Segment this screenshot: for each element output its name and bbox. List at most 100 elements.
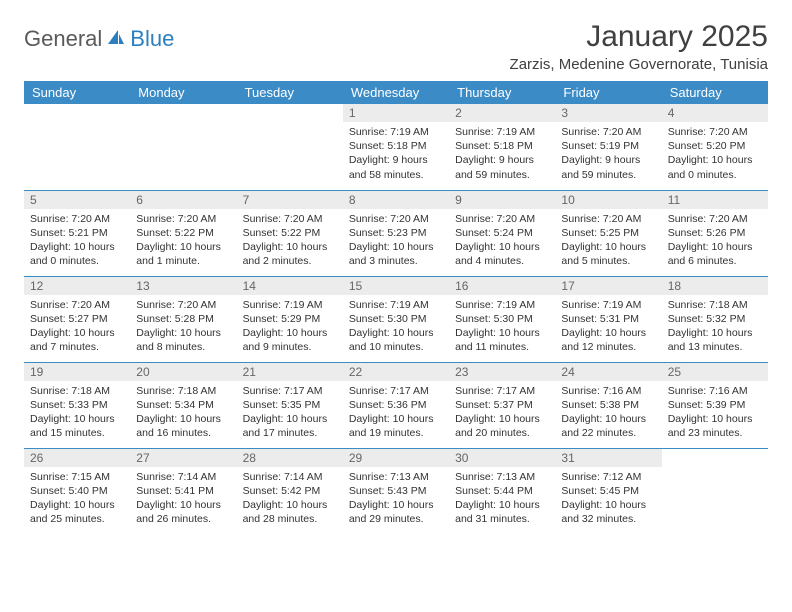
- day-header: Thursday: [449, 81, 555, 104]
- calendar-day-cell: [237, 104, 343, 190]
- day-number: 10: [555, 191, 661, 209]
- calendar-table: Sunday Monday Tuesday Wednesday Thursday…: [24, 81, 768, 534]
- calendar-day-cell: 17 Sunrise: 7:19 AMSunset: 5:31 PMDayligh…: [555, 276, 661, 362]
- day-number: 15: [343, 277, 449, 295]
- calendar-day-cell: 12Sunrise: 7:20 AMSunset: 5:27 PMDayligh…: [24, 276, 130, 362]
- logo-text-blue: Blue: [130, 26, 174, 52]
- calendar-day-cell: 11Sunrise: 7:20 AMSunset: 5:26 PMDayligh…: [662, 190, 768, 276]
- day-info: Sunrise: 7:18 AMSunset: 5:32 PMDaylight:…: [668, 298, 762, 355]
- day-info: Sunrise: 7:17 AMSunset: 5:35 PMDaylight:…: [243, 384, 337, 441]
- day-info: Sunrise: 7:14 AMSunset: 5:42 PMDaylight:…: [243, 470, 337, 527]
- logo-text-general: General: [24, 26, 102, 52]
- calendar-day-cell: 29Sunrise: 7:13 AMSunset: 5:43 PMDayligh…: [343, 448, 449, 534]
- calendar-day-cell: 27 Sunrise: 7:14 AMSunset: 5:41 PMDayligh…: [130, 448, 236, 534]
- day-info: Sunrise: 7:20 AMSunset: 5:19 PMDaylight:…: [561, 125, 655, 182]
- day-number: 26: [24, 449, 130, 467]
- day-info: Sunrise: 7:17 AMSunset: 5:37 PMDaylight:…: [455, 384, 549, 441]
- day-info: Sunrise: 7:18 AMSunset: 5:34 PMDaylight:…: [136, 384, 230, 441]
- calendar-day-cell: 15Sunrise: 7:19 AMSunset: 5:30 PMDayligh…: [343, 276, 449, 362]
- calendar-day-cell: 19 Sunrise: 7:18 AMSunset: 5:33 PMDayligh…: [24, 362, 130, 448]
- calendar-day-cell: 16Sunrise: 7:19 AMSunset: 5:30 PMDayligh…: [449, 276, 555, 362]
- day-number: 7: [237, 191, 343, 209]
- day-number: 17: [555, 277, 661, 295]
- calendar-day-cell: 30 Sunrise: 7:13 AMSunset: 5:44 PMDayligh…: [449, 448, 555, 534]
- day-info: Sunrise: 7:14 AMSunset: 5:41 PMDaylight:…: [136, 470, 230, 527]
- day-number: 3: [555, 104, 661, 122]
- day-number: 13: [130, 277, 236, 295]
- day-number: 1: [343, 104, 449, 122]
- day-info: Sunrise: 7:20 AMSunset: 5:22 PMDaylight:…: [136, 212, 230, 269]
- day-number: 25: [662, 363, 768, 381]
- day-number: 31: [555, 449, 661, 467]
- calendar-week-row: 12Sunrise: 7:20 AMSunset: 5:27 PMDayligh…: [24, 276, 768, 362]
- day-header: Monday: [130, 81, 236, 104]
- day-header: Tuesday: [237, 81, 343, 104]
- day-number: 2: [449, 104, 555, 122]
- calendar-day-cell: 1 Sunrise: 7:19 AMSunset: 5:18 PMDaylight…: [343, 104, 449, 190]
- day-number: 18: [662, 277, 768, 295]
- day-header: Wednesday: [343, 81, 449, 104]
- calendar-day-cell: 18 Sunrise: 7:18 AMSunset: 5:32 PMDayligh…: [662, 276, 768, 362]
- day-info: Sunrise: 7:13 AMSunset: 5:43 PMDaylight:…: [349, 470, 443, 527]
- day-info: Sunrise: 7:15 AMSunset: 5:40 PMDaylight:…: [30, 470, 124, 527]
- day-number: 30: [449, 449, 555, 467]
- calendar-day-cell: 7 Sunrise: 7:20 AMSunset: 5:22 PMDaylight…: [237, 190, 343, 276]
- location-text: Zarzis, Medenine Governorate, Tunisia: [510, 56, 768, 73]
- day-number: 19: [24, 363, 130, 381]
- day-info: Sunrise: 7:16 AMSunset: 5:38 PMDaylight:…: [561, 384, 655, 441]
- day-number: 28: [237, 449, 343, 467]
- calendar-day-cell: 21 Sunrise: 7:17 AMSunset: 5:35 PMDayligh…: [237, 362, 343, 448]
- day-info: Sunrise: 7:20 AMSunset: 5:26 PMDaylight:…: [668, 212, 762, 269]
- calendar-day-cell: 24 Sunrise: 7:16 AMSunset: 5:38 PMDayligh…: [555, 362, 661, 448]
- day-info: Sunrise: 7:16 AMSunset: 5:39 PMDaylight:…: [668, 384, 762, 441]
- calendar-day-cell: 3 Sunrise: 7:20 AMSunset: 5:19 PMDaylight…: [555, 104, 661, 190]
- calendar-day-cell: [662, 448, 768, 534]
- logo: General Blue: [24, 26, 174, 52]
- calendar-day-cell: [130, 104, 236, 190]
- day-number: 27: [130, 449, 236, 467]
- day-number: 6: [130, 191, 236, 209]
- day-info: Sunrise: 7:17 AMSunset: 5:36 PMDaylight:…: [349, 384, 443, 441]
- calendar-header-row: Sunday Monday Tuesday Wednesday Thursday…: [24, 81, 768, 104]
- calendar-day-cell: 6 Sunrise: 7:20 AMSunset: 5:22 PMDaylight…: [130, 190, 236, 276]
- day-number: 9: [449, 191, 555, 209]
- day-header: Friday: [555, 81, 661, 104]
- day-number: 5: [24, 191, 130, 209]
- day-info: Sunrise: 7:13 AMSunset: 5:44 PMDaylight:…: [455, 470, 549, 527]
- calendar-day-cell: 5Sunrise: 7:20 AMSunset: 5:21 PMDaylight…: [24, 190, 130, 276]
- day-info: Sunrise: 7:20 AMSunset: 5:22 PMDaylight:…: [243, 212, 337, 269]
- day-info: Sunrise: 7:19 AMSunset: 5:31 PMDaylight:…: [561, 298, 655, 355]
- calendar-page: General Blue January 2025 Zarzis, Medeni…: [0, 0, 792, 554]
- calendar-day-cell: 8 Sunrise: 7:20 AMSunset: 5:23 PMDaylight…: [343, 190, 449, 276]
- day-number: 12: [24, 277, 130, 295]
- day-number: 23: [449, 363, 555, 381]
- day-info: Sunrise: 7:20 AMSunset: 5:23 PMDaylight:…: [349, 212, 443, 269]
- day-number: 24: [555, 363, 661, 381]
- day-number: 16: [449, 277, 555, 295]
- calendar-day-cell: [24, 104, 130, 190]
- calendar-day-cell: 13Sunrise: 7:20 AMSunset: 5:28 PMDayligh…: [130, 276, 236, 362]
- day-number: 21: [237, 363, 343, 381]
- calendar-week-row: 26 Sunrise: 7:15 AMSunset: 5:40 PMDayligh…: [24, 448, 768, 534]
- day-number: 8: [343, 191, 449, 209]
- calendar-week-row: 19 Sunrise: 7:18 AMSunset: 5:33 PMDayligh…: [24, 362, 768, 448]
- day-info: Sunrise: 7:18 AMSunset: 5:33 PMDaylight:…: [30, 384, 124, 441]
- calendar-week-row: 5Sunrise: 7:20 AMSunset: 5:21 PMDaylight…: [24, 190, 768, 276]
- title-block: January 2025 Zarzis, Medenine Governorat…: [510, 20, 768, 73]
- calendar-day-cell: 28 Sunrise: 7:14 AMSunset: 5:42 PMDayligh…: [237, 448, 343, 534]
- day-info: Sunrise: 7:20 AMSunset: 5:25 PMDaylight:…: [561, 212, 655, 269]
- day-info: Sunrise: 7:20 AMSunset: 5:20 PMDaylight:…: [668, 125, 762, 182]
- calendar-day-cell: 2 Sunrise: 7:19 AMSunset: 5:18 PMDaylight…: [449, 104, 555, 190]
- day-info: Sunrise: 7:20 AMSunset: 5:24 PMDaylight:…: [455, 212, 549, 269]
- day-info: Sunrise: 7:19 AMSunset: 5:18 PMDaylight:…: [349, 125, 443, 182]
- calendar-day-cell: 14Sunrise: 7:19 AMSunset: 5:29 PMDayligh…: [237, 276, 343, 362]
- calendar-week-row: 1 Sunrise: 7:19 AMSunset: 5:18 PMDaylight…: [24, 104, 768, 190]
- day-header: Saturday: [662, 81, 768, 104]
- day-number: 4: [662, 104, 768, 122]
- page-header: General Blue January 2025 Zarzis, Medeni…: [24, 20, 768, 73]
- day-number: 22: [343, 363, 449, 381]
- logo-sail-icon: [106, 26, 126, 52]
- day-info: Sunrise: 7:19 AMSunset: 5:18 PMDaylight:…: [455, 125, 549, 182]
- day-info: Sunrise: 7:12 AMSunset: 5:45 PMDaylight:…: [561, 470, 655, 527]
- calendar-day-cell: 25 Sunrise: 7:16 AMSunset: 5:39 PMDayligh…: [662, 362, 768, 448]
